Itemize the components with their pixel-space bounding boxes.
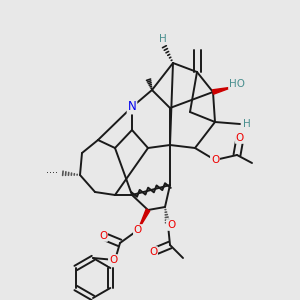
Text: ····: ···· xyxy=(46,168,58,178)
Text: O: O xyxy=(211,155,219,165)
Text: O: O xyxy=(99,231,107,241)
Text: H: H xyxy=(159,34,167,44)
Text: N: N xyxy=(128,100,136,113)
Text: H: H xyxy=(243,119,251,129)
Text: O: O xyxy=(167,220,175,230)
Text: O: O xyxy=(134,225,142,235)
Text: O: O xyxy=(109,255,117,265)
Text: O: O xyxy=(236,133,244,143)
Text: O: O xyxy=(149,247,157,257)
Polygon shape xyxy=(138,209,150,230)
Text: HO: HO xyxy=(229,79,245,89)
Polygon shape xyxy=(212,87,233,94)
